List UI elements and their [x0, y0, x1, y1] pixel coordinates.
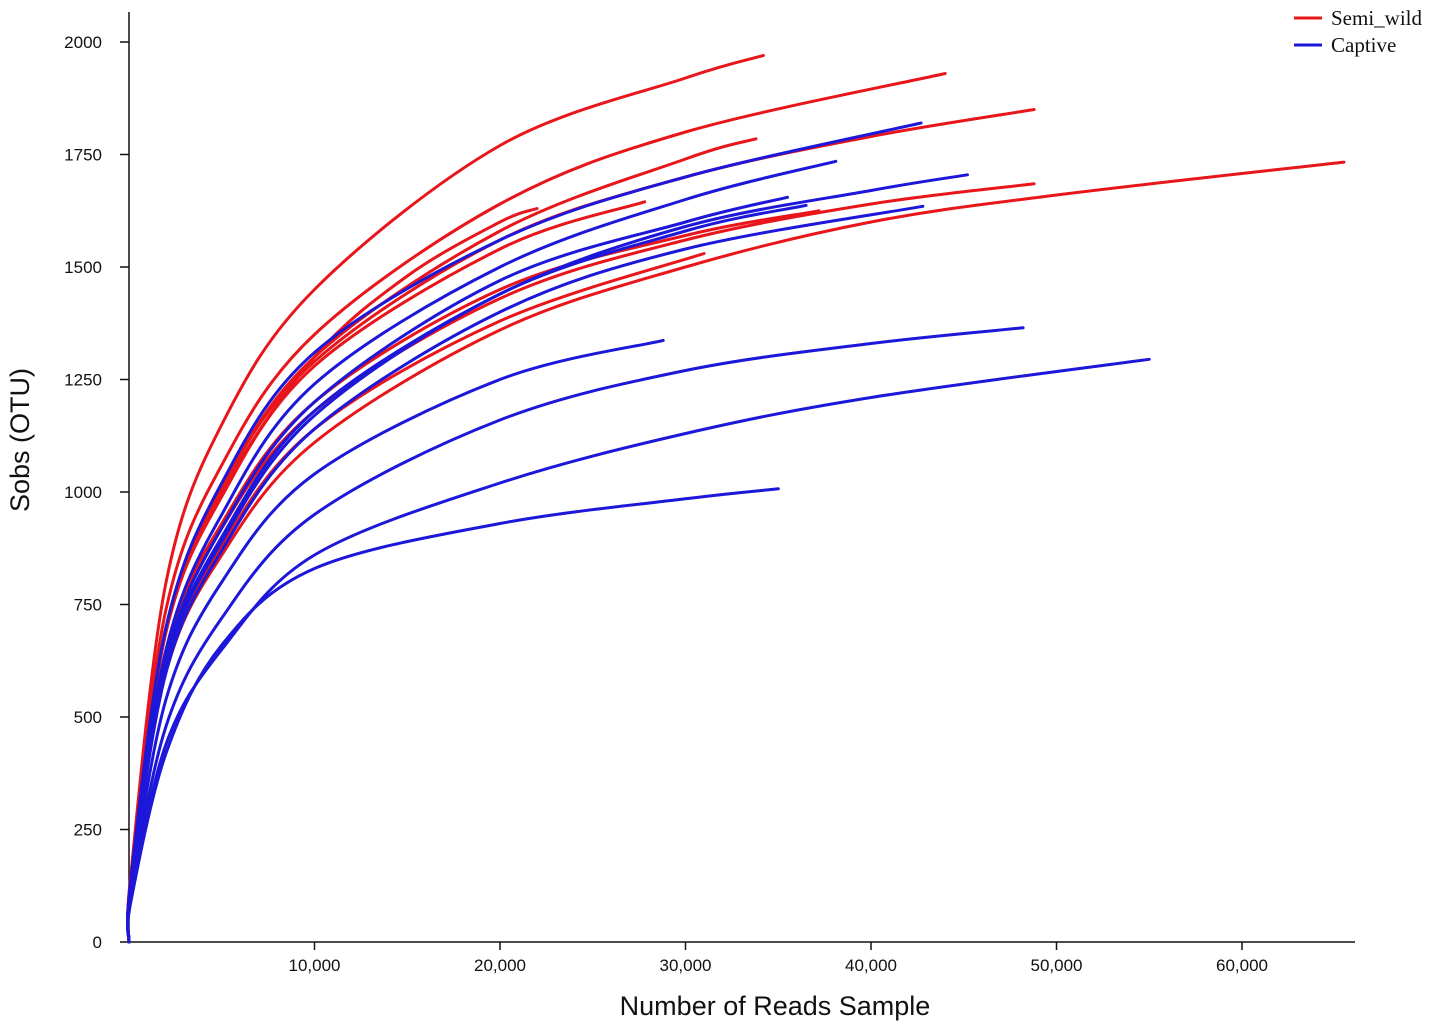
y-tick-label: 500	[74, 708, 102, 727]
rarefaction-curve-semi-wild-10	[126, 160, 1346, 944]
rarefaction-curve-captive-20	[126, 487, 780, 944]
x-tick-label: 10,000	[289, 956, 341, 975]
x-axis-title: Number of Reads Sample	[620, 991, 931, 1021]
x-tick-label: 60,000	[1216, 956, 1268, 975]
rarefaction-curve-captive-12	[126, 159, 838, 944]
legend-label: Captive	[1331, 33, 1396, 57]
y-tick-label: 1250	[64, 371, 102, 390]
y-axis-title: Sobs (OTU)	[5, 368, 35, 512]
rarefaction-curve-captive-19	[126, 357, 1151, 944]
x-tick-group: 10,000 20,000 30,000 40,000 50,000 60,000	[289, 942, 1268, 975]
rarefaction-curve-semi-wild-8	[126, 209, 821, 944]
y-tick-label: 750	[74, 596, 102, 615]
x-tick-label: 50,000	[1031, 956, 1083, 975]
rarefaction-curve-semi-wild-1	[126, 54, 765, 944]
legend: Semi_wild Captive	[1294, 6, 1423, 57]
y-tick-group: 0 250 500 750 1000 1250 1500 1750 2000	[64, 33, 129, 952]
rarefaction-curve-captive-17	[126, 338, 665, 944]
rarefaction-curve-captive-16	[126, 204, 925, 944]
x-tick-label: 40,000	[845, 956, 897, 975]
rarefaction-curve-captive-18	[126, 326, 1025, 944]
y-tick-label: 1500	[64, 258, 102, 277]
curve-group	[126, 54, 1346, 944]
x-tick-label: 20,000	[474, 956, 526, 975]
y-tick-label: 250	[74, 821, 102, 840]
rarefaction-curve-semi-wild-2	[126, 72, 947, 944]
x-tick-label: 30,000	[660, 956, 712, 975]
y-tick-label: 1000	[64, 483, 102, 502]
y-tick-label: 1750	[64, 146, 102, 165]
rarefaction-curve-captive-11	[126, 121, 923, 944]
y-tick-label: 0	[93, 933, 102, 952]
legend-label: Semi_wild	[1331, 6, 1423, 30]
y-tick-label: 2000	[64, 33, 102, 52]
